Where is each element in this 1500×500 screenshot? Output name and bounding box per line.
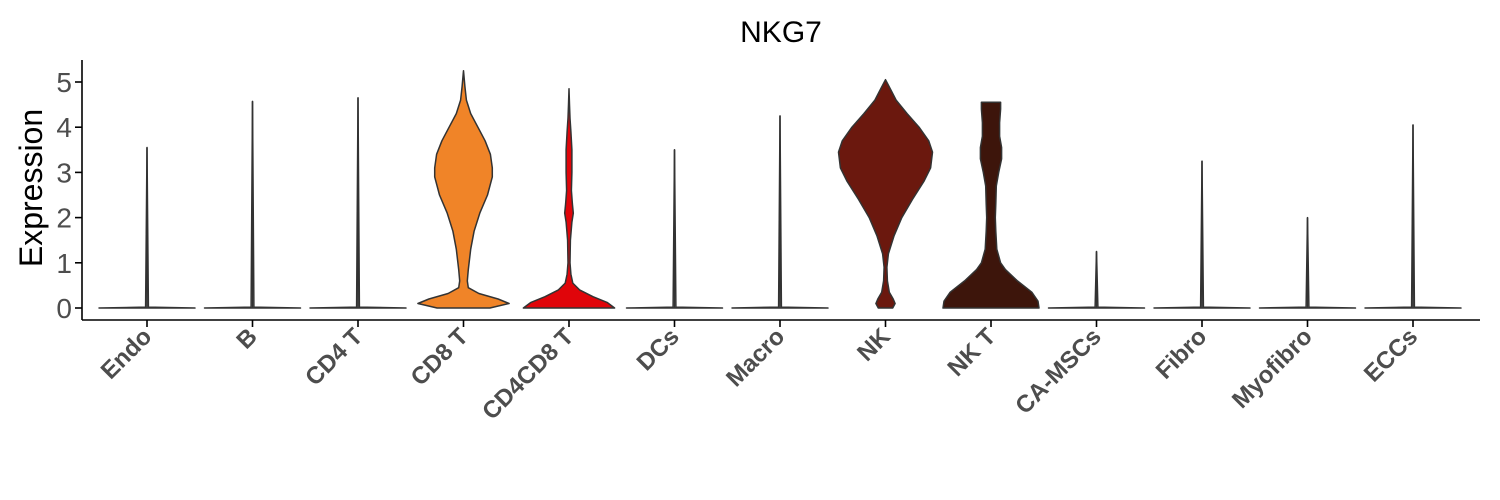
x-tick-label-cd4cd8-t: CD4CD8 T bbox=[477, 323, 579, 425]
y-tick-label-4: 4 bbox=[56, 112, 72, 143]
chart-title: NKG7 bbox=[740, 16, 822, 49]
x-tick-label-fibro: Fibro bbox=[1151, 323, 1213, 385]
y-tick-layer: 0 1 2 3 4 5 bbox=[56, 67, 82, 324]
y-tick-label-3: 3 bbox=[56, 157, 72, 188]
violin-nk-t bbox=[942, 101, 1040, 309]
x-tick-label-cd4-t: CD4 T bbox=[300, 323, 368, 391]
x-tick-label-eccs: ECCs bbox=[1359, 323, 1423, 387]
y-tick-label-2: 2 bbox=[56, 203, 72, 234]
y-axis-label: Expression bbox=[13, 109, 49, 267]
x-tick-label-dcs: DCs bbox=[632, 323, 685, 376]
x-tick-label-nk: NK bbox=[852, 323, 896, 367]
x-tick-label-endo: Endo bbox=[96, 323, 158, 385]
x-tick-label-cd8-t: CD8 T bbox=[406, 323, 474, 391]
violin-cd8-t bbox=[417, 69, 510, 309]
violin-layer bbox=[98, 69, 1462, 309]
x-tick-label-ca-mscs: CA-MSCs bbox=[1010, 323, 1106, 419]
x-tick-label-b: B bbox=[231, 323, 262, 354]
x-tick-label-nk-t: NK T bbox=[943, 323, 1002, 382]
y-tick-label-1: 1 bbox=[56, 248, 72, 279]
x-tick-label-myofibro: Myofibro bbox=[1227, 323, 1318, 414]
y-tick-label-5: 5 bbox=[56, 67, 72, 98]
violin-cd4cd8-t bbox=[522, 88, 616, 309]
y-tick-label-0: 0 bbox=[56, 293, 72, 324]
x-tick-label-macro: Macro bbox=[721, 323, 790, 392]
x-tick-layer: Endo B CD4 T CD8 T CD4CD8 T DCs Macro NK NK T CA-… bbox=[96, 320, 1423, 425]
violin-nk bbox=[837, 78, 934, 309]
